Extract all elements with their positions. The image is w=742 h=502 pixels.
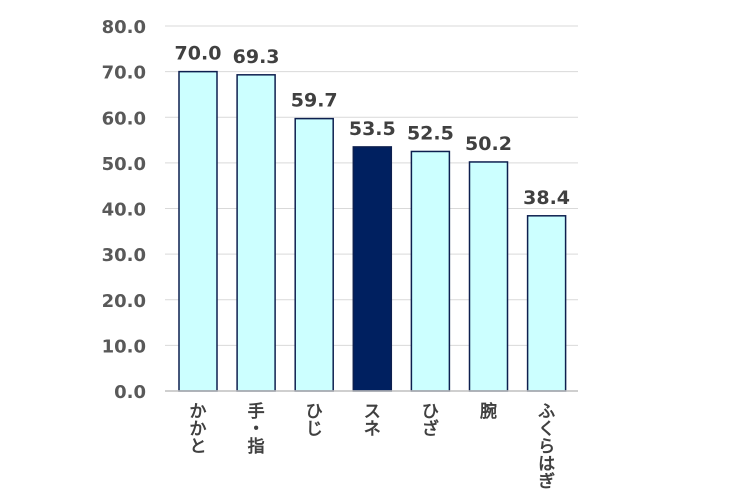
- y-tick-label: 80.0: [102, 17, 146, 38]
- y-tick-label: 60.0: [102, 108, 146, 129]
- y-tick-label: 20.0: [102, 291, 146, 312]
- data-label: 52.5: [407, 122, 454, 144]
- y-tick-label: 10.0: [102, 336, 146, 357]
- y-tick-label: 0.0: [114, 382, 146, 403]
- bar: [468, 161, 509, 392]
- x-tick-label: かかと: [190, 402, 207, 457]
- data-label: 59.7: [291, 90, 338, 112]
- data-label: 70.0: [175, 43, 222, 65]
- x-tick-label: 手・指: [248, 401, 265, 457]
- bar: [410, 150, 451, 392]
- x-tick-label: ひざ: [422, 402, 439, 440]
- x-tick-label: スネ: [364, 402, 381, 440]
- data-label: 69.3: [233, 46, 280, 68]
- x-tick-label: 腕: [480, 401, 497, 422]
- y-tick-label: 30.0: [102, 245, 146, 266]
- data-label: 50.2: [465, 133, 512, 155]
- bar: [526, 215, 567, 392]
- bar: [236, 74, 276, 392]
- data-labels: 70.0 69.3 59.7 53.5 52.5 50.2 38.4: [175, 43, 570, 209]
- data-label: 38.4: [523, 187, 570, 209]
- y-tick-label: 70.0: [102, 63, 146, 84]
- y-tick-label: 50.0: [102, 154, 146, 175]
- bar: [178, 70, 218, 392]
- bar: [352, 146, 393, 392]
- bars: [178, 70, 567, 392]
- x-tick-label: ふくらはぎ: [538, 402, 555, 492]
- bar: [294, 117, 334, 392]
- y-tick-label: 40.0: [102, 200, 146, 221]
- y-axis: 0.0 10.0 20.0 30.0 40.0 50.0 60.0 70.0 80.0: [102, 17, 146, 403]
- x-axis: かかと 手・指 ひじ スネ ひざ 腕 ふくらはぎ: [165, 390, 578, 492]
- data-label: 53.5: [349, 118, 396, 140]
- x-tick-label: ひじ: [306, 402, 323, 440]
